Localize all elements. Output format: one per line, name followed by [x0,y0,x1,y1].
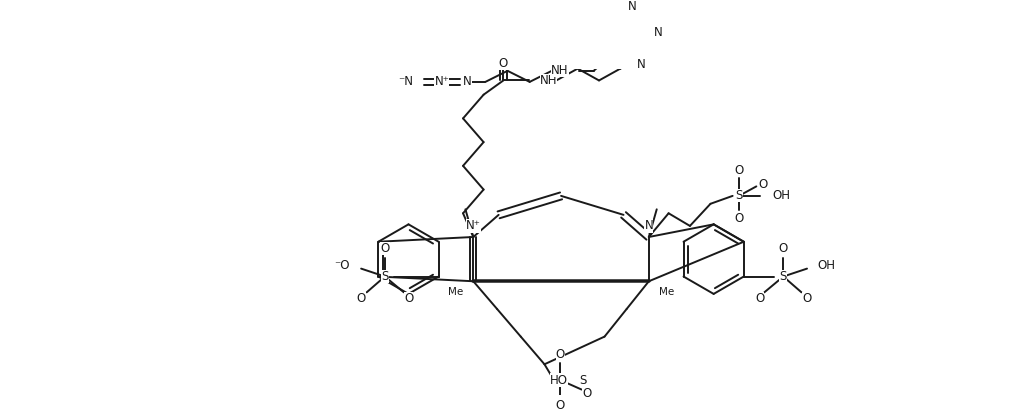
Text: ⁻O: ⁻O [335,259,350,272]
Text: O: O [583,387,592,400]
Text: Me: Me [447,287,463,297]
Text: OH: OH [818,259,835,272]
Text: OH: OH [772,190,790,202]
Text: N: N [638,57,646,71]
Text: N: N [645,219,653,233]
Text: HO: HO [550,374,569,387]
Text: N⁺: N⁺ [466,219,481,233]
Text: O: O [758,178,767,190]
Text: Me: Me [659,287,674,297]
Text: O: O [734,211,743,225]
Text: S: S [381,270,388,283]
Text: O: O [498,57,507,70]
Text: O: O [380,242,390,255]
Text: NH: NH [540,74,557,87]
Text: NH: NH [551,64,569,77]
Text: N: N [627,0,637,13]
Text: N⁺: N⁺ [434,76,450,88]
Text: O: O [734,164,743,177]
Text: ⁻N: ⁻N [399,76,414,88]
Text: O: O [755,292,764,305]
Text: S: S [735,190,742,202]
Text: S: S [580,374,587,387]
Text: O: O [555,348,564,361]
Text: O: O [404,292,413,305]
Text: O: O [357,292,366,305]
Text: N: N [463,76,472,88]
Text: O: O [555,399,564,412]
Text: S: S [780,270,787,283]
Text: O: O [802,292,812,305]
Text: O: O [779,242,788,255]
Text: N: N [654,26,662,39]
